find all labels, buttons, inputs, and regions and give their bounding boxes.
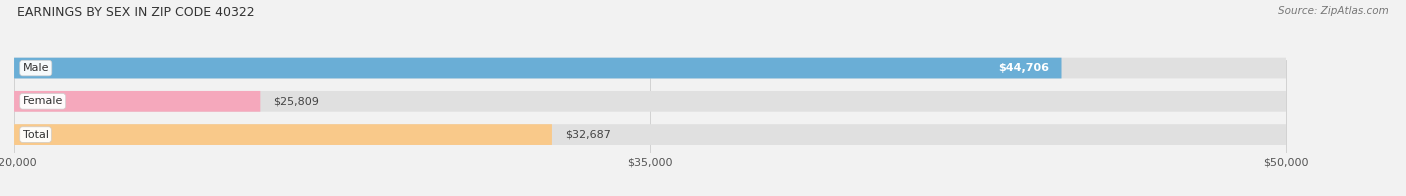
FancyBboxPatch shape	[14, 58, 1062, 78]
Text: EARNINGS BY SEX IN ZIP CODE 40322: EARNINGS BY SEX IN ZIP CODE 40322	[17, 6, 254, 19]
Text: Source: ZipAtlas.com: Source: ZipAtlas.com	[1278, 6, 1389, 16]
FancyBboxPatch shape	[14, 124, 1286, 145]
FancyBboxPatch shape	[14, 124, 553, 145]
Text: Total: Total	[22, 130, 49, 140]
Text: Male: Male	[22, 63, 49, 73]
FancyBboxPatch shape	[14, 58, 1286, 78]
FancyBboxPatch shape	[14, 91, 260, 112]
Text: $44,706: $44,706	[998, 63, 1049, 73]
FancyBboxPatch shape	[14, 91, 1286, 112]
Text: $25,809: $25,809	[273, 96, 319, 106]
Text: $32,687: $32,687	[565, 130, 610, 140]
Text: Female: Female	[22, 96, 63, 106]
